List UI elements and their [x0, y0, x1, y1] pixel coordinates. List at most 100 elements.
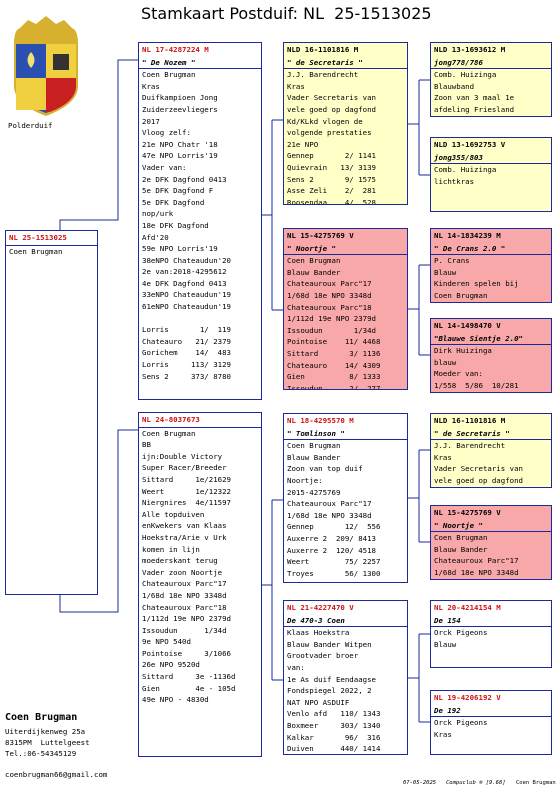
- detail-line: Blauw Bander: [287, 267, 341, 277]
- ring-number: NLD 13-1692753 V: [434, 140, 506, 149]
- detail-line: Vader Secretaris van: [434, 464, 523, 474]
- detail-line: J.J. Barendrecht: [287, 70, 359, 80]
- ring-number: NLD 13-1693612 M: [434, 45, 506, 54]
- detail-line: Orck Pigeons: [434, 718, 488, 728]
- detail-line: Duifkampioen Jong: [142, 93, 218, 103]
- link: [408, 79, 430, 176]
- result-line: Gorichem 14/ 483: [142, 348, 231, 358]
- ring-number: NL 19-4206192 V: [434, 693, 501, 702]
- bird-name: De 470-3 Coen: [287, 615, 345, 625]
- detail-line: Chateauroux Parc"17: [287, 499, 372, 509]
- detail-line: Klaas Hoekstra: [287, 628, 350, 638]
- bird-details: J.J. Barendrecht Kras Vader Secretaris van…: [431, 439, 551, 486]
- bird-details: Comb. Huizinga lichtkras: [431, 163, 551, 187]
- detail-line: Vader zoon Noortje: [142, 567, 223, 577]
- detail-line: vele goed op dagfond: [287, 104, 376, 114]
- link: [408, 264, 430, 356]
- ring-number: NL 14-1834239 M: [434, 231, 501, 240]
- detail-line: Coen Brugman: [287, 441, 341, 451]
- detail-line: Coen Brugman: [287, 256, 341, 266]
- detail-line: Moeder van:: [434, 369, 483, 379]
- bird-name: jong355/803: [434, 152, 483, 162]
- bird-details: Klaas Hoekstra Blauw Bander Witpen Grootva…: [284, 626, 407, 754]
- detail-line: afdeling Friesland: [434, 104, 515, 114]
- detail-line: 1e As duif Eendaagse: [287, 674, 376, 684]
- detail-line: 59e NPO Lorris'19: [142, 244, 218, 254]
- bird-details: Coen Brugman BB ijn:Double Victory Super Ra…: [139, 426, 261, 706]
- detail-line: lichtkras: [434, 176, 475, 186]
- detail-line: Orck Pigeons: [434, 628, 488, 638]
- detail-line: Blauw: [434, 267, 457, 277]
- detail-line: Blauwband: [434, 81, 475, 91]
- detail-line: 2e DFK Dagfond 0413: [142, 174, 227, 184]
- ring-number: NL 15-4275769 V: [287, 231, 354, 240]
- detail-line: 1/68d 18e NPO 3348d: [142, 590, 227, 600]
- detail-line: nop/urk: [142, 209, 174, 219]
- detail-line: 49e NPO - 4830d: [142, 695, 209, 705]
- detail-line: 1/68d 18e NPO 3348d: [287, 510, 372, 520]
- detail-line: Chateauro 14/ 4309: [287, 360, 381, 370]
- detail-line: Dirk Huizinga: [434, 346, 492, 356]
- detail-line: J.J. Barendrecht: [434, 441, 506, 451]
- detail-line: 4e DFK Dagfond 0413: [142, 278, 227, 288]
- detail-line: Boxmeer 303/ 1340: [287, 720, 381, 730]
- bird-name: " Tomlinson ": [287, 428, 345, 438]
- bird-card: NL 15-4275769 V " Noortje " Coen Brugman Bl…: [430, 505, 552, 580]
- detail-line: 1/112d 19e NPO 2379d: [287, 314, 376, 324]
- detail-line: Asse Zeli 2/ 281: [287, 186, 376, 196]
- result-line: Lorris 113/ 3129: [142, 360, 231, 370]
- detail-line: Kalkar 96/ 316: [287, 732, 381, 742]
- bird-details: Dirk Huizinga blauw Moeder van: 1/558 5/86 …: [431, 344, 551, 391]
- detail-line: moederskant terug: [142, 556, 218, 566]
- logo-caption: Polderduif: [8, 121, 53, 130]
- detail-line: Kras: [142, 81, 160, 91]
- detail-line: Pointoise 11/ 4468: [287, 337, 381, 347]
- bird-details: Coen Brugman Blauw Bander Zoon van top dui…: [284, 439, 407, 579]
- owner-phone: Tel.:06-54345129: [5, 749, 77, 758]
- detail-line: Issoudun 1/34d: [142, 625, 227, 635]
- detail-line: Blauw Bander Witpen: [287, 639, 372, 649]
- owner-city: 8315PM Luttelgeest: [5, 738, 90, 747]
- bird-card: NLD 16-1101816 M " de Secretaris " J.J. Ba…: [430, 413, 552, 488]
- detail-line: Vader Secretaris van: [287, 93, 376, 103]
- detail-line: Quievrain 13/ 3139: [287, 162, 376, 172]
- ring-number: NL 25-1513025: [9, 233, 67, 242]
- ring-number: NL 20-4214154 M: [434, 603, 501, 612]
- detail-line: Hoekstra/Arie v Urk: [142, 532, 227, 542]
- detail-line: 2017: [142, 116, 160, 126]
- bird-details: Coen Brugman Blauw Bander Chateauroux Parc…: [284, 254, 407, 389]
- detail-line: ijn:Double Victory: [142, 451, 223, 461]
- detail-line: 1/558 5/86 10/281: [434, 380, 519, 390]
- detail-line: Vader van:: [142, 162, 187, 172]
- detail-line: 9e NPO 540d: [142, 637, 191, 647]
- link: [262, 499, 283, 681]
- title: Stamkaart Postduif: NL 25-1513025: [141, 4, 432, 23]
- detail-line: Coen Brugman: [434, 290, 488, 300]
- detail-line: Chateauroux Parc"17: [142, 579, 227, 589]
- bird-card: NL 24-8037673 Coen Brugman BB ijn:Double Vi…: [138, 412, 262, 757]
- bird-details: Coen Brugman Blauw Bander Chateauroux Parc…: [431, 531, 551, 578]
- ring-number: NL 17-4287224 M: [142, 45, 209, 54]
- detail-line: Gien 4e - 105d: [142, 683, 236, 693]
- detail-line: Kinderen spelen bij: [434, 279, 519, 289]
- detail-line: Coen Brugman: [142, 70, 196, 80]
- detail-line: Blauw Bander: [287, 452, 341, 462]
- footer-date: 07-05-2025: [403, 780, 437, 786]
- detail-line: Troyes 56/ 1300: [287, 568, 381, 578]
- link: [408, 633, 430, 723]
- bird-details: Coen Brugman: [6, 244, 97, 258]
- detail-line: Vloog zelf:: [142, 128, 191, 138]
- bird-card: NL 14-1498470 V "Blauwe Sientje 2.0" Dirk …: [430, 318, 552, 393]
- ring-number: NLD 16-1101816 M: [287, 45, 359, 54]
- link: [408, 449, 430, 543]
- results: Lorris 1/ 119 Chateauro 21/ 2379 Gorichem …: [142, 324, 258, 382]
- bird-name: " Noortje ": [434, 520, 483, 530]
- detail-line: 2015-4275769: [287, 487, 341, 497]
- bird-name: "Blauwe Sientje 2.0": [434, 333, 523, 343]
- bird-card: NL 18-4295570 M " Tomlinson " Coen Brugman…: [283, 413, 408, 583]
- detail-line: Grootvader broer: [287, 651, 359, 661]
- owner-address: Uiterdijkenweg 25a: [5, 727, 86, 736]
